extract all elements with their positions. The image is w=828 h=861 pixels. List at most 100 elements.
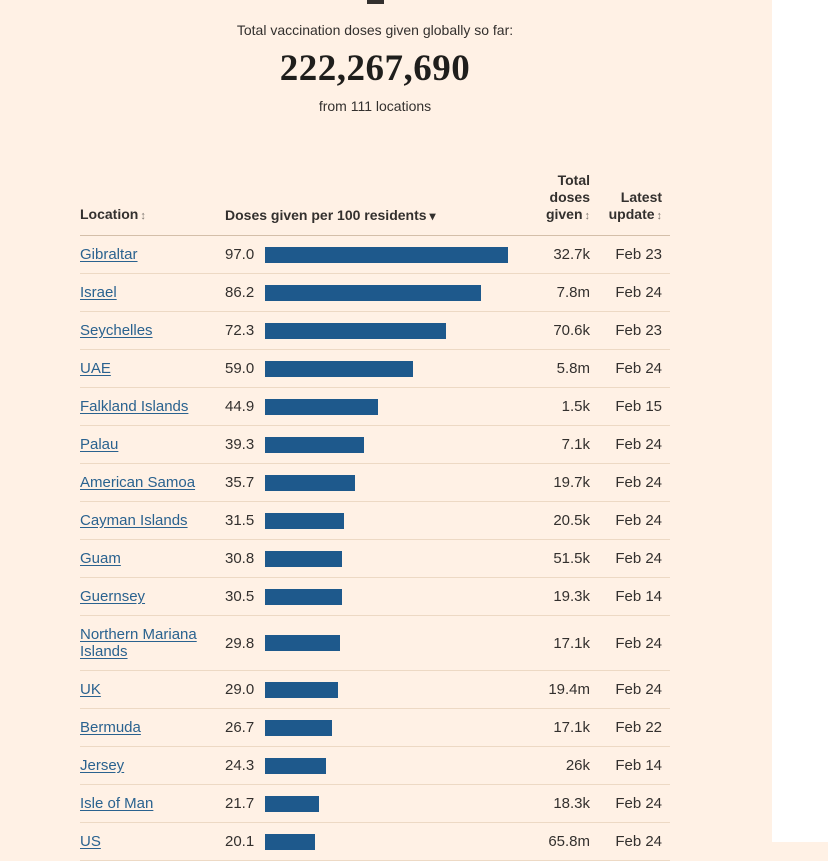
location-link[interactable]: Palau xyxy=(80,436,119,453)
total-doses-value: 17.1k xyxy=(520,708,591,747)
location-link[interactable]: UK xyxy=(80,681,101,698)
location-link[interactable]: Falkland Islands xyxy=(80,398,189,415)
latest-update-value: Feb 24 xyxy=(590,273,671,312)
latest-update-value: Feb 24 xyxy=(590,349,671,388)
sorted-desc-icon: ▾ xyxy=(429,209,436,223)
column-header-total-doses-label: Total doses given xyxy=(545,172,591,222)
location-link[interactable]: Guam xyxy=(80,550,121,567)
location-link[interactable]: UAE xyxy=(80,360,111,377)
doses-bar xyxy=(265,474,355,491)
table-row: Israel 86.2 7.8m Feb 24 xyxy=(80,273,671,312)
table-row: Guernsey 30.5 19.3k Feb 14 xyxy=(80,577,671,616)
total-doses-value: 70.6k xyxy=(520,311,591,350)
doses-per-100-value: 30.8 xyxy=(225,539,265,578)
doses-bar xyxy=(265,512,345,529)
doses-per-100-value: 35.7 xyxy=(225,463,265,502)
location-link[interactable]: Bermuda xyxy=(80,719,141,736)
table-row: Gibraltar 97.0 32.7k Feb 23 xyxy=(80,235,671,274)
doses-per-100-value: 31.5 xyxy=(225,501,265,540)
total-doses-value: 19.4m xyxy=(520,670,591,709)
column-header-location-label: Location xyxy=(80,206,139,222)
location-link[interactable]: Gibraltar xyxy=(80,246,138,263)
total-doses-value: 1.5k xyxy=(520,387,591,426)
doses-bar xyxy=(265,322,447,339)
table-row: Cayman Islands 31.5 20.5k Feb 24 xyxy=(80,501,671,540)
table-body: Gibraltar 97.0 32.7k Feb 23 Israel 86.2 … xyxy=(80,235,671,861)
doses-per-100-value: 44.9 xyxy=(225,387,265,426)
doses-bar xyxy=(265,635,340,651)
doses-per-100-value: 26.7 xyxy=(225,708,265,747)
latest-update-value: Feb 24 xyxy=(590,670,671,709)
table-row: American Samoa 35.7 19.7k Feb 24 xyxy=(80,463,671,502)
location-link[interactable]: Jersey xyxy=(80,757,125,774)
table-row: UK 29.0 19.4m Feb 24 xyxy=(80,670,671,709)
location-link[interactable]: Israel xyxy=(80,284,117,301)
total-doses-value: 19.7k xyxy=(520,463,591,502)
headline-block: Total vaccination doses given globally s… xyxy=(80,0,670,114)
doses-per-100-value: 59.0 xyxy=(225,349,265,388)
sort-icon-latest-update: ↕ xyxy=(656,210,663,222)
column-header-doses-per-100[interactable]: Doses given per 100 residents ▾ xyxy=(225,172,521,236)
doses-per-100-value: 21.7 xyxy=(225,784,265,823)
table-row: Seychelles 72.3 70.6k Feb 23 xyxy=(80,311,671,350)
doses-bar xyxy=(265,719,333,736)
location-link[interactable]: Isle of Man xyxy=(80,795,154,812)
total-doses-value: 26k xyxy=(520,746,591,785)
doses-per-100-value: 72.3 xyxy=(225,311,265,350)
doses-per-100-value: 86.2 xyxy=(225,273,265,312)
doses-bar xyxy=(265,360,414,377)
column-header-latest-update[interactable]: Latest update ↕ xyxy=(590,172,671,236)
total-doses-value: 5.8m xyxy=(520,349,591,388)
latest-update-value: Feb 24 xyxy=(590,539,671,578)
table-row: Jersey 24.3 26k Feb 14 xyxy=(80,746,671,785)
doses-per-100-value: 29.8 xyxy=(225,615,265,671)
total-doses-value: 17.1k xyxy=(520,615,591,671)
table-header-row: Location ↕ Doses given per 100 residents ▾… xyxy=(80,172,671,236)
column-header-location[interactable]: Location ↕ xyxy=(80,172,225,236)
total-doses-value: 32.7k xyxy=(520,235,591,274)
doses-bar xyxy=(265,436,364,453)
table-row: Northern Mariana Islands 29.8 17.1k Feb … xyxy=(80,615,671,671)
table-row: Guam 30.8 51.5k Feb 24 xyxy=(80,539,671,578)
right-gutter xyxy=(772,0,828,842)
table-row: Bermuda 26.7 17.1k Feb 22 xyxy=(80,708,671,747)
sort-icon-location: ↕ xyxy=(140,210,146,222)
latest-update-value: Feb 23 xyxy=(590,235,671,274)
total-doses-value: 19.3k xyxy=(520,577,591,616)
doses-bar xyxy=(265,398,378,415)
total-doses-value: 18.3k xyxy=(520,784,591,823)
headline-label: Total vaccination doses given globally s… xyxy=(236,22,514,38)
column-header-latest-update-label: Latest update xyxy=(608,189,663,222)
column-header-total-doses[interactable]: Total doses given ↕ xyxy=(520,172,591,236)
doses-bar xyxy=(265,681,338,698)
doses-bar xyxy=(265,284,482,301)
accent-tick xyxy=(366,0,384,4)
latest-update-value: Feb 23 xyxy=(590,311,671,350)
location-link[interactable]: Cayman Islands xyxy=(80,512,188,529)
total-doses-number: 222,267,690 xyxy=(279,48,471,89)
doses-bar xyxy=(265,588,342,605)
location-link[interactable]: Seychelles xyxy=(80,322,153,339)
doses-bar xyxy=(265,757,326,774)
doses-bar xyxy=(265,795,320,812)
location-link[interactable]: American Samoa xyxy=(80,474,196,491)
table-row: Falkland Islands 44.9 1.5k Feb 15 xyxy=(80,387,671,426)
doses-per-100-value: 30.5 xyxy=(225,577,265,616)
doses-bar xyxy=(265,246,509,263)
table-row: Palau 39.3 7.1k Feb 24 xyxy=(80,425,671,464)
doses-per-100-value: 39.3 xyxy=(225,425,265,464)
table-row: UAE 59.0 5.8m Feb 24 xyxy=(80,349,671,388)
latest-update-value: Feb 24 xyxy=(590,425,671,464)
doses-bar xyxy=(265,550,343,567)
total-doses-value: 7.1k xyxy=(520,425,591,464)
total-doses-value: 20.5k xyxy=(520,501,591,540)
doses-per-100-value: 24.3 xyxy=(225,746,265,785)
doses-per-100-value: 97.0 xyxy=(225,235,265,274)
locations-count: from 111 locations xyxy=(318,98,432,114)
location-link[interactable]: Guernsey xyxy=(80,588,146,605)
sort-icon-total-doses: ↕ xyxy=(584,210,591,222)
latest-update-value: Feb 24 xyxy=(590,784,671,823)
location-link[interactable]: Northern Mariana Islands xyxy=(80,626,197,660)
latest-update-value: Feb 14 xyxy=(590,746,671,785)
doses-per-100-value: 29.0 xyxy=(225,670,265,709)
